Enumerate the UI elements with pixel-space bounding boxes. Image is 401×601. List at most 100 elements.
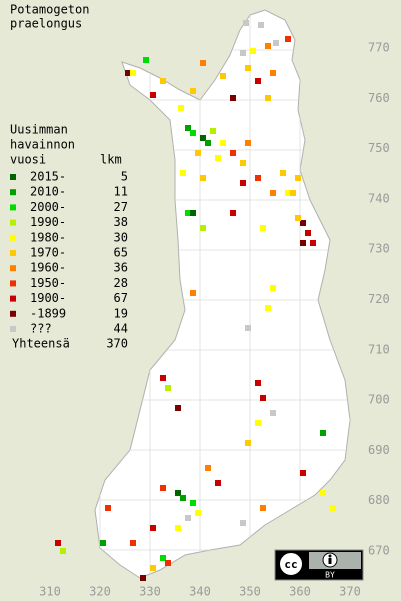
observation-square — [205, 140, 211, 146]
legend-count: 67 — [114, 291, 128, 305]
axes: 770 760 750 740 730 720 710 700 690 680 670 310 320 3… — [39, 41, 390, 599]
observation-square — [270, 190, 276, 196]
legend-heading: havainnon — [10, 138, 75, 152]
observation-square — [200, 225, 206, 231]
observation-square — [160, 78, 166, 84]
cc-icon — [278, 551, 304, 577]
observation-square — [245, 325, 251, 331]
observation-square — [300, 220, 306, 226]
observation-square — [160, 555, 166, 561]
x-axis-label: 310 — [39, 585, 61, 599]
legend-count: 44 — [114, 322, 128, 336]
legend: 2015- 5 2010- 11 2000- 27 1990- 38 1980- 30 1970- 6… — [10, 170, 128, 351]
x-axis-label: 370 — [339, 585, 361, 599]
observation-square — [220, 140, 226, 146]
observation-square — [265, 305, 271, 311]
observation-square — [178, 105, 184, 111]
observation-square — [250, 48, 256, 54]
observation-square — [143, 57, 149, 63]
y-axis-label: 760 — [368, 91, 390, 105]
legend-heading: vuosi — [10, 153, 46, 167]
observation-square — [60, 548, 66, 554]
observation-square — [55, 540, 61, 546]
observation-square — [200, 60, 206, 66]
x-axis-label: 350 — [239, 585, 261, 599]
observation-square — [330, 505, 336, 511]
legend-label: ??? — [30, 322, 52, 336]
legend-count: 65 — [114, 246, 128, 260]
observation-square — [220, 73, 226, 79]
y-axis-label: 710 — [368, 342, 390, 356]
observation-square — [180, 170, 186, 176]
observation-square — [320, 490, 326, 496]
y-axis-label: 720 — [368, 292, 390, 306]
legend-total-count: 370 — [106, 337, 128, 351]
observation-square — [260, 225, 266, 231]
observation-square — [215, 155, 221, 161]
legend-label: 2000- — [30, 200, 66, 214]
observation-square — [175, 525, 181, 531]
legend-count: 19 — [114, 306, 128, 320]
legend-label: 2015- — [30, 170, 66, 184]
observation-square — [295, 175, 301, 181]
observation-square — [245, 440, 251, 446]
x-axis-label: 340 — [189, 585, 211, 599]
legend-count: 30 — [114, 230, 128, 244]
observation-square — [260, 395, 266, 401]
observation-square — [105, 505, 111, 511]
observation-square — [165, 560, 171, 566]
observation-square — [245, 140, 251, 146]
legend-count: 11 — [114, 185, 128, 199]
observation-square — [255, 380, 261, 386]
observation-square — [255, 78, 261, 84]
observation-square — [240, 180, 246, 186]
cc-icon-text: cc — [284, 558, 297, 571]
x-axis-label: 360 — [289, 585, 311, 599]
legend-swatch — [10, 204, 16, 211]
by-icon-head — [328, 554, 332, 558]
legend-label: 1970- — [30, 246, 66, 260]
observation-square — [130, 70, 136, 76]
y-axis-label: 750 — [368, 141, 390, 155]
observation-square — [280, 170, 286, 176]
observation-square — [285, 190, 291, 196]
legend-count: 38 — [114, 215, 128, 229]
legend-swatch — [10, 250, 16, 256]
observation-square — [255, 175, 261, 181]
by-label: BY — [325, 571, 335, 580]
legend-swatch — [10, 219, 16, 226]
legend-label: 1980- — [30, 230, 66, 244]
observation-square — [185, 125, 191, 131]
observation-square — [180, 495, 186, 501]
observation-square — [215, 480, 221, 486]
title: praelongus — [10, 17, 82, 31]
observation-square — [190, 130, 196, 136]
observation-square — [160, 375, 166, 381]
observation-square — [200, 175, 206, 181]
legend-swatch — [10, 326, 16, 332]
y-axis-label: 730 — [368, 242, 390, 256]
observation-square — [310, 240, 316, 246]
observation-square — [190, 210, 196, 216]
observation-square — [190, 290, 196, 296]
observation-square — [245, 65, 251, 71]
observation-square — [300, 470, 306, 476]
observation-square — [165, 385, 171, 391]
observation-square — [205, 465, 211, 471]
observation-square — [230, 210, 236, 216]
observation-square — [200, 135, 206, 141]
observation-square — [240, 160, 246, 166]
legend-swatch — [10, 295, 16, 302]
observation-square — [270, 410, 276, 416]
observation-square — [285, 36, 291, 42]
observation-square — [190, 88, 196, 94]
observation-square — [258, 22, 264, 28]
legend-count: 27 — [114, 200, 128, 214]
observation-square — [270, 285, 276, 291]
observation-square — [255, 420, 261, 426]
observation-square — [295, 215, 301, 221]
observation-square — [300, 240, 306, 246]
legend-swatch — [10, 174, 16, 180]
legend-total-label: Yhteensä — [12, 337, 70, 351]
